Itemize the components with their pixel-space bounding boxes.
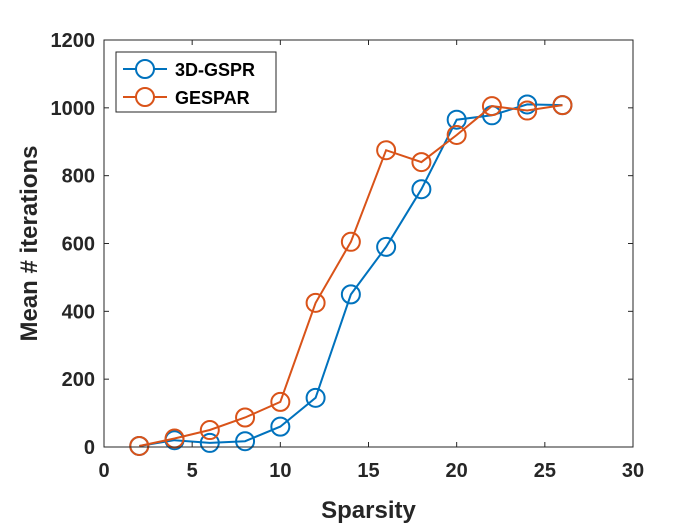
data-point-gespar [340,231,361,252]
data-point-3d-gspr [376,236,397,257]
legend: 3D-GSPR GESPAR [115,51,277,113]
y-tick-label: 400 [62,301,95,323]
data-point-gespar [411,152,432,173]
legend-marker-3d-gspr [135,59,155,79]
data-point-3d-gspr [411,179,432,200]
y-tick-label: 1000 [51,98,96,120]
x-tick-label: 15 [357,460,379,482]
y-tick-label: 0 [84,437,95,459]
data-point-gespar [517,100,538,121]
legend-label-3d-gspr: 3D-GSPR [175,60,255,80]
legend-label-gespar: GESPAR [175,88,250,108]
series-layer [129,94,573,456]
data-point-3d-gspr [517,94,538,115]
x-tick-label: 10 [269,460,291,482]
data-point-3d-gspr [199,432,220,453]
data-point-gespar [235,407,256,428]
x-tick-label: 0 [98,460,109,482]
legend-marker-gespar [135,87,155,107]
x-tick-label: 5 [187,460,198,482]
x-axis-label: Sparsity [321,497,416,524]
data-point-gespar [129,435,150,456]
data-point-3d-gspr [340,284,361,305]
y-tick-label: 1200 [51,30,96,52]
data-point-3d-gspr [235,431,256,452]
y-tick-label: 600 [62,234,95,256]
x-tick-label: 25 [534,460,556,482]
data-point-gespar [164,428,185,449]
data-point-gespar [481,96,502,117]
data-point-gespar [305,292,326,313]
data-point-gespar [376,140,397,161]
data-point-3d-gspr [270,416,291,437]
series-line-gespar [139,104,563,447]
data-point-gespar [199,420,220,441]
ticks-layer: 0 5 10 15 20 25 30 0 200 400 600 800 1000 1200 [51,30,645,482]
x-tick-label: 20 [446,460,468,482]
data-point-3d-gspr [305,387,326,408]
series-gespar [129,95,573,456]
y-axis-label: Mean # iterations [16,145,43,341]
data-point-gespar [446,124,467,145]
data-point-gespar [552,95,573,116]
x-tick-label: 30 [622,460,644,482]
y-tick-label: 200 [62,369,95,391]
data-point-gespar [270,391,291,412]
data-point-3d-gspr [446,109,467,130]
y-tick-label: 800 [62,166,95,188]
